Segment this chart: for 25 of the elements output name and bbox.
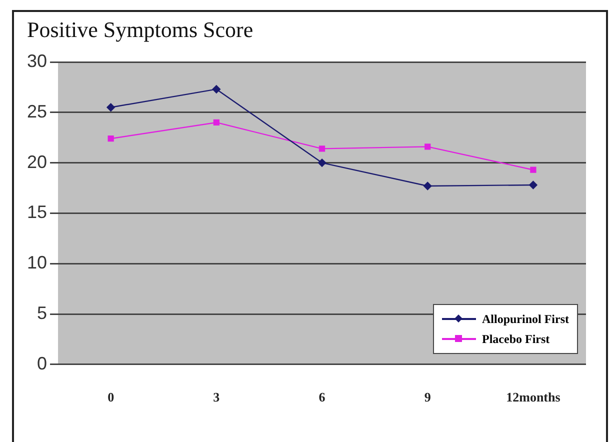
point: [212, 85, 221, 94]
point: [424, 144, 431, 150]
x-tick-label: 6: [318, 390, 326, 405]
point: [108, 136, 114, 142]
point: [106, 103, 115, 112]
legend-label: Placebo First: [482, 332, 550, 347]
x-tick-label: 9: [424, 390, 432, 405]
y-tick-label: 10: [26, 252, 48, 273]
x-tick-label: 0: [108, 390, 114, 405]
point: [318, 158, 326, 167]
chart-title: Positive Symptoms Score: [27, 17, 254, 43]
y-tick-label: 0: [37, 353, 48, 374]
y-tick-label: 20: [26, 152, 48, 172]
legend-label: Allopurinol First: [482, 312, 570, 327]
x-tick-label: 3: [213, 390, 220, 405]
y-tick-label: 25: [26, 101, 48, 122]
y-tick-label: 15: [26, 202, 48, 222]
point: [530, 166, 536, 173]
y-tick-label: 30: [26, 50, 48, 71]
point: [529, 180, 538, 190]
x-tick-label: 12months: [506, 390, 560, 405]
y-tick-label: 5: [37, 302, 48, 323]
point: [318, 146, 326, 152]
point: [424, 182, 432, 190]
point: [213, 119, 220, 126]
